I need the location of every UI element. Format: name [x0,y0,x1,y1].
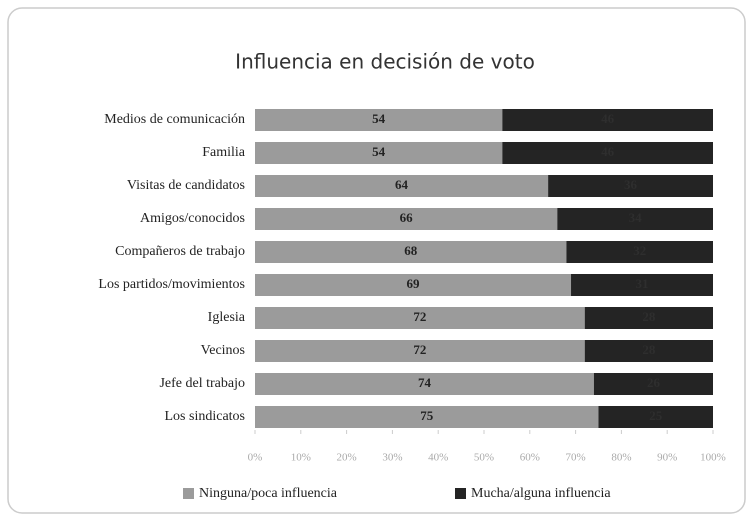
y-tick-label: Vecinos [201,343,245,358]
y-tick-label: Iglesia [208,310,246,325]
x-tick-label: 10% [291,452,311,464]
bar-segment [593,373,713,395]
y-tick-label: Jefe del trabajo [159,376,245,391]
bar-segment [557,208,713,230]
value-label: 36 [624,177,638,192]
value-label: 25 [649,408,663,423]
value-label: 32 [633,243,646,258]
value-label: 46 [601,144,615,159]
value-label: 28 [642,309,656,324]
bar-segment [584,340,713,362]
value-label: 66 [400,210,414,225]
bar-segment [566,241,713,263]
value-label: 26 [647,375,661,390]
chart-title: Influencia en decisión de voto [235,50,535,74]
bar-segment [584,307,713,329]
x-tick-label: 80% [611,452,631,464]
value-label: 46 [601,111,615,126]
value-label: 69 [407,276,421,291]
bar-segment [255,175,549,197]
value-label: 68 [404,243,418,258]
bar-segment [548,175,713,197]
x-tick-label: 70% [566,452,586,464]
x-tick-label: 60% [520,452,540,464]
y-tick-label: Amigos/conocidos [140,211,245,226]
value-label: 64 [395,177,409,192]
value-label: 74 [418,375,432,390]
legend-swatch [455,488,466,499]
x-tick-label: 30% [382,452,402,464]
y-tick-label: Familia [202,145,246,160]
x-tick-label: 0% [248,452,263,464]
x-tick-label: 20% [337,452,357,464]
legend-label: Mucha/alguna influencia [471,486,611,501]
bar-segment [255,109,503,131]
bar-segment [255,307,585,329]
x-tick-label: 50% [474,452,494,464]
y-tick-label: Los sindicatos [165,409,246,424]
value-label: 72 [413,342,426,357]
y-tick-label: Visitas de candidatos [127,178,245,193]
y-tick-label: Los partidos/movimientos [98,277,245,292]
x-tick-label: 90% [657,452,677,464]
bar-segment [255,208,558,230]
value-label: 31 [636,276,649,291]
value-label: 72 [413,309,426,324]
bar-segment [502,142,713,164]
y-tick-label: Compañeros de trabajo [115,244,245,259]
x-tick-label: 100% [700,452,726,464]
legend-swatch [183,488,194,499]
value-label: 54 [372,144,386,159]
value-label: 75 [420,408,434,423]
y-tick-label: Medios de comunicación [104,112,245,127]
x-tick-label: 40% [428,452,448,464]
value-label: 28 [642,342,656,357]
bar-segment [598,406,713,428]
bar-segment [255,373,594,395]
bar-segment [571,274,713,296]
value-label: 54 [372,111,386,126]
bar-segment [255,340,585,362]
bar-segment [255,274,572,296]
value-label: 34 [629,210,643,225]
bar-segment [255,142,503,164]
bar-segment [255,241,567,263]
bar-segment [502,109,713,131]
legend-label: Ninguna/poca influencia [199,486,338,501]
bar-segment [255,406,599,428]
